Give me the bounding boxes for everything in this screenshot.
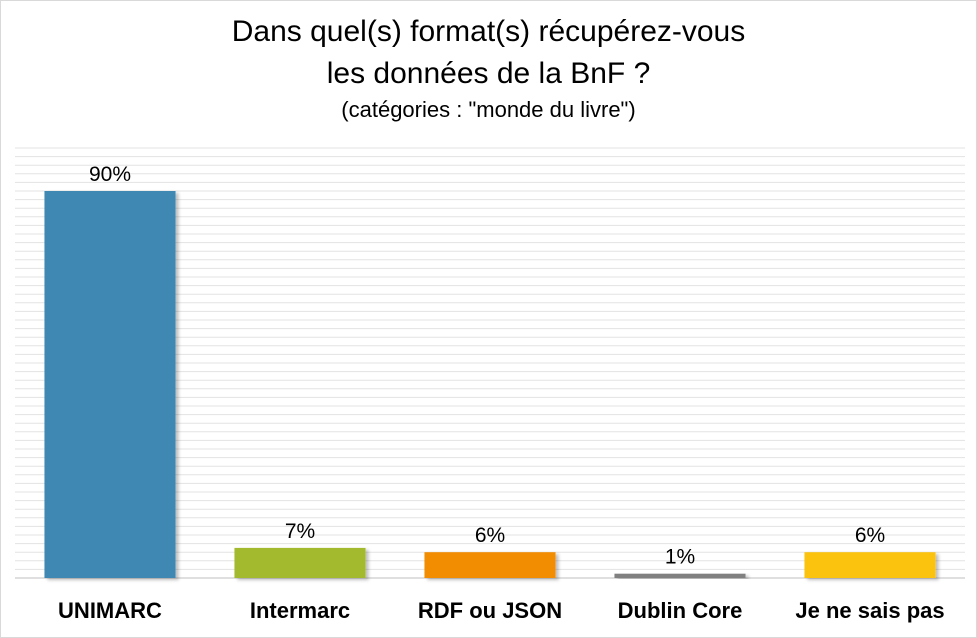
- bar-unimarc: [44, 191, 176, 578]
- bar-intermarc: [234, 547, 366, 578]
- chart-title-line-1: Dans quel(s) format(s) récupérez-vous: [231, 15, 746, 48]
- data-label: 1%: [665, 546, 695, 569]
- category-axis: UNIMARC Intermarc RDF ou JSON Dublin Core Je…: [58, 598, 945, 623]
- data-label: 7%: [285, 520, 315, 543]
- bar-rdf-ou-json: [424, 552, 556, 578]
- bar-je-ne-sais-pas: [804, 552, 936, 578]
- chart-subtitle: (catégories : "monde du livre"): [341, 97, 636, 122]
- data-labels: 90% 7% 6% 1% 6%: [89, 163, 885, 569]
- bar-dublin-core: [614, 573, 746, 578]
- data-label: 6%: [475, 524, 505, 547]
- bars: [44, 191, 936, 578]
- data-label: 6%: [855, 524, 885, 547]
- category-label: UNIMARC: [58, 598, 162, 623]
- category-label: RDF ou JSON: [418, 598, 562, 623]
- category-label: Intermarc: [250, 598, 350, 623]
- category-label: Je ne sais pas: [795, 598, 944, 623]
- data-label: 90%: [89, 163, 131, 186]
- category-label: Dublin Core: [618, 598, 743, 623]
- chart-title-line-2: les données de la BnF ?: [326, 57, 651, 90]
